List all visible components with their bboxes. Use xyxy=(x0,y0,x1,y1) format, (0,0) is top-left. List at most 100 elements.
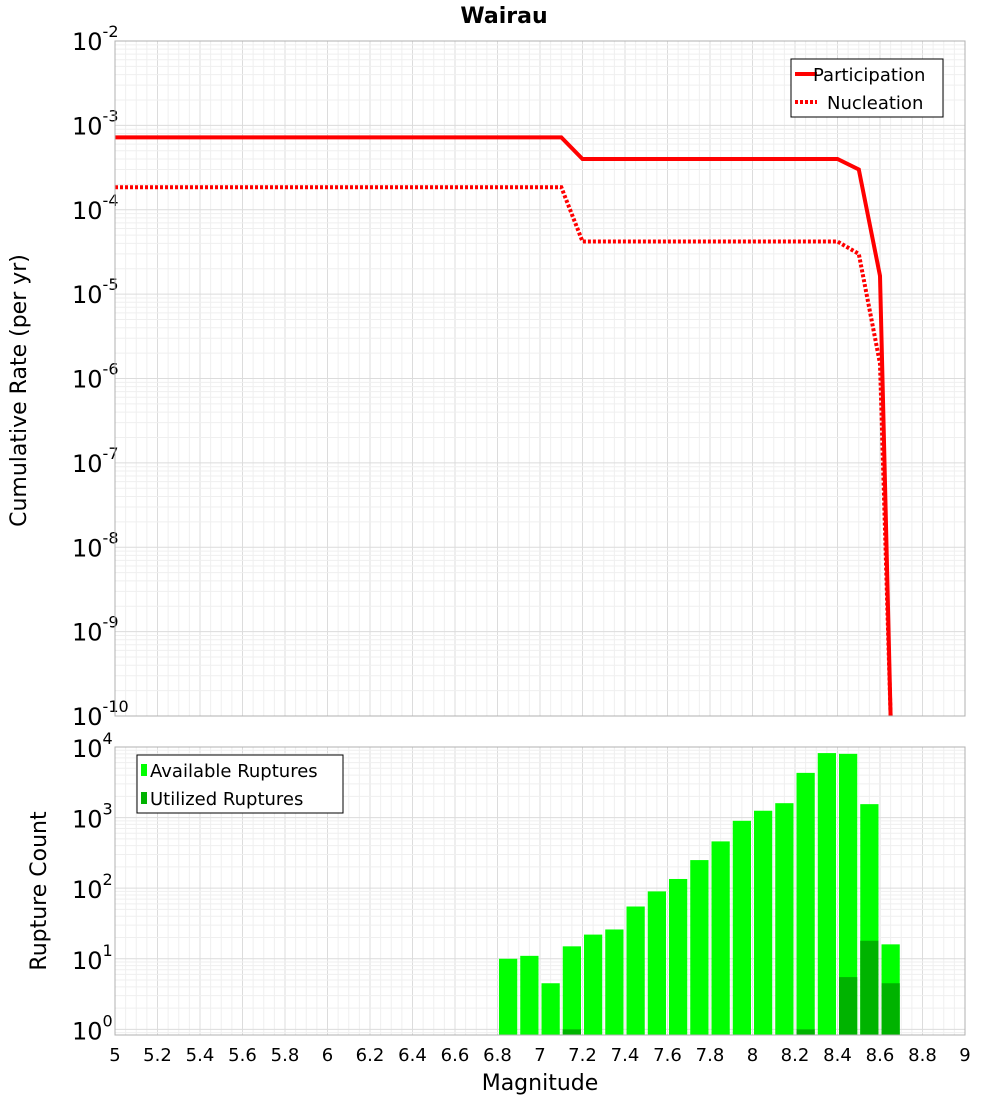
bar-utilized-ruptures xyxy=(562,1029,581,1035)
bottom-y-tick-label: 101 xyxy=(72,941,113,975)
x-tick-label: 6.4 xyxy=(398,1045,427,1066)
series-line-nucleation xyxy=(115,185,893,717)
top-y-tick-label: 10-10 xyxy=(72,697,129,731)
bar-available-ruptures xyxy=(562,946,581,1035)
bottom-y-tick-label: 104 xyxy=(72,729,113,763)
bottom-legend-box xyxy=(136,754,344,814)
bottom-plot-border xyxy=(114,746,966,1036)
bar-available-ruptures xyxy=(839,753,858,1035)
bar-available-ruptures xyxy=(796,772,815,1035)
tick-exponent: 0 xyxy=(103,1011,113,1030)
tick-base: 10 xyxy=(72,28,103,56)
top-y-tick-label: 10-7 xyxy=(72,444,119,478)
top-y-tick-label: 10-6 xyxy=(72,360,119,394)
bottom-y-axis-title: Rupture Count xyxy=(27,811,52,971)
tick-exponent: -10 xyxy=(103,697,129,716)
x-tick-label: 7.2 xyxy=(568,1045,597,1066)
x-tick-label: 5.2 xyxy=(143,1045,172,1066)
bar-available-ruptures xyxy=(711,841,730,1035)
tick-base: 10 xyxy=(72,281,103,309)
tick-base: 10 xyxy=(72,112,103,140)
x-tick-label: 6 xyxy=(322,1045,333,1066)
tick-exponent: -7 xyxy=(103,444,119,463)
top-plot-border xyxy=(114,40,966,717)
tick-exponent: 3 xyxy=(103,800,113,819)
tick-exponent: 4 xyxy=(103,729,113,748)
top-y-tick-label: 10-8 xyxy=(72,528,119,562)
x-tick-label: 8.8 xyxy=(908,1045,937,1066)
top-y-tick-label: 10-3 xyxy=(72,106,119,140)
top-legend-box xyxy=(790,58,944,118)
series-line-participation xyxy=(115,135,893,717)
tick-exponent: -5 xyxy=(103,275,119,294)
tick-base: 10 xyxy=(72,1017,103,1045)
tick-exponent: -6 xyxy=(103,360,119,379)
tick-exponent: -3 xyxy=(103,106,119,125)
x-tick-label: 8.4 xyxy=(823,1045,852,1066)
bar-utilized-ruptures xyxy=(881,983,900,1035)
x-tick-label: 7.6 xyxy=(653,1045,682,1066)
tick-base: 10 xyxy=(72,534,103,562)
legend-swatch-utilized-ruptures xyxy=(141,792,147,804)
bar-available-ruptures xyxy=(499,958,518,1035)
x-tick-label: 6.2 xyxy=(356,1045,385,1066)
x-tick-label: 9 xyxy=(959,1045,970,1066)
bottom-y-tick-label: 102 xyxy=(72,870,113,904)
x-tick-label: 8.6 xyxy=(866,1045,895,1066)
x-tick-label: 7.4 xyxy=(611,1045,640,1066)
x-tick-label: 7 xyxy=(534,1045,545,1066)
chart-title: Wairau xyxy=(460,4,547,29)
tick-base: 10 xyxy=(72,197,103,225)
top-y-tick-label: 10-4 xyxy=(72,191,119,225)
x-axis-title: Magnitude xyxy=(482,1071,599,1096)
bar-available-ruptures xyxy=(732,820,751,1035)
x-tick-label: 6.6 xyxy=(441,1045,470,1066)
x-tick-label: 5.4 xyxy=(186,1045,215,1066)
bar-available-ruptures xyxy=(775,803,794,1035)
legend-swatch-available-ruptures xyxy=(141,764,147,776)
bar-available-ruptures xyxy=(669,878,688,1035)
bar-available-ruptures xyxy=(520,955,539,1035)
bar-available-ruptures xyxy=(817,753,836,1035)
tick-base: 10 xyxy=(72,619,103,647)
tick-base: 10 xyxy=(72,366,103,394)
bar-available-ruptures xyxy=(584,934,603,1035)
bottom-y-tick-label: 100 xyxy=(72,1011,113,1045)
tick-base: 10 xyxy=(72,876,103,904)
top-y-tick-label: 10-5 xyxy=(72,275,119,309)
bar-available-ruptures xyxy=(690,860,709,1035)
top-y-tick-label: 10-2 xyxy=(72,22,119,56)
tick-exponent: -2 xyxy=(103,22,119,41)
tick-base: 10 xyxy=(72,735,103,763)
bar-available-ruptures xyxy=(541,983,560,1035)
tick-base: 10 xyxy=(72,806,103,834)
tick-exponent: -8 xyxy=(103,528,119,547)
x-tick-label: 7.8 xyxy=(696,1045,725,1066)
x-tick-label: 8 xyxy=(747,1045,758,1066)
legend-label-participation: Participation xyxy=(813,65,925,86)
bottom-y-tick-label: 103 xyxy=(72,800,113,834)
x-tick-label: 5.8 xyxy=(271,1045,300,1066)
tick-exponent: 2 xyxy=(103,870,113,889)
x-tick-label: 6.8 xyxy=(483,1045,512,1066)
bar-available-ruptures xyxy=(647,891,666,1035)
x-tick-label: 5.6 xyxy=(228,1045,257,1066)
tick-base: 10 xyxy=(72,450,103,478)
legend-label-nucleation: Nucleation xyxy=(827,93,923,114)
legend-label-available-ruptures: Available Ruptures xyxy=(150,761,318,782)
bar-available-ruptures xyxy=(626,906,645,1035)
bar-available-ruptures xyxy=(605,929,624,1035)
x-tick-label: 8.2 xyxy=(781,1045,810,1066)
tick-exponent: -9 xyxy=(103,613,119,632)
bar-utilized-ruptures xyxy=(860,940,879,1035)
tick-exponent: -4 xyxy=(103,191,119,210)
bar-utilized-ruptures xyxy=(839,977,858,1035)
x-tick-label: 5 xyxy=(109,1045,120,1066)
top-y-tick-label: 10-9 xyxy=(72,613,119,647)
top-y-axis-title: Cumulative Rate (per yr) xyxy=(7,254,32,527)
tick-exponent: 1 xyxy=(103,941,113,960)
tick-base: 10 xyxy=(72,703,103,731)
bar-utilized-ruptures xyxy=(796,1029,815,1035)
